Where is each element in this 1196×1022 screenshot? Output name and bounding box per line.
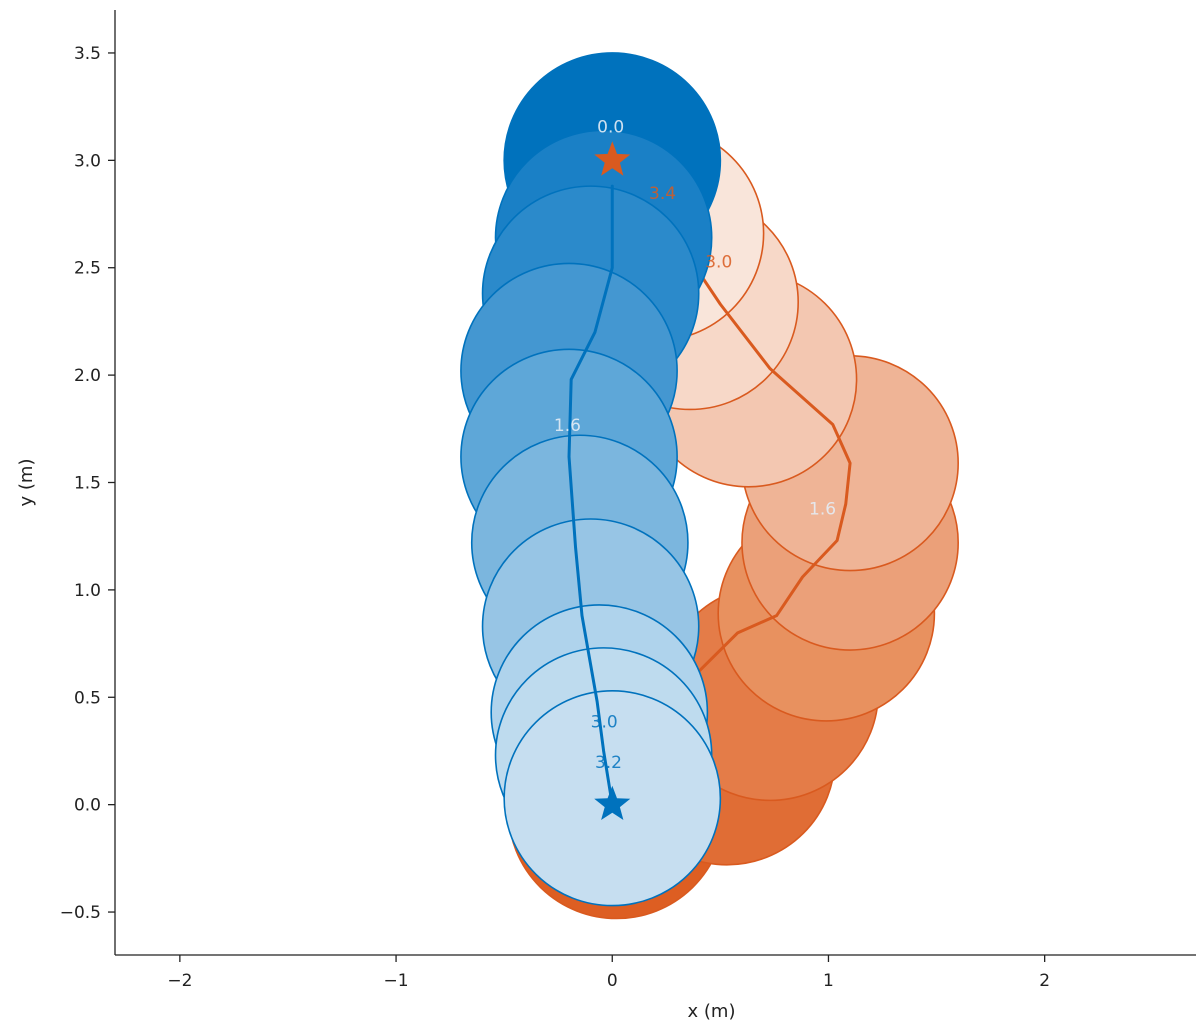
y-ticks: −0.5 0.0 0.5 1.0 1.5 2.0 2.5 3.0 3.5 — [60, 44, 115, 923]
orange-time-label: 3.4 — [649, 184, 676, 204]
blue-time-label: 3.0 — [591, 712, 618, 732]
y-tick-label: 2.0 — [74, 366, 101, 386]
x-tick-label: 1 — [823, 971, 834, 991]
blue-time-label: 3.2 — [595, 753, 622, 773]
axes: −2 −1 0 1 2 −0.5 0.0 0.5 1.0 1.5 2.0 2.5 3.0 3.5 x (… — [16, 10, 1196, 1022]
y-tick-label: −0.5 — [60, 903, 101, 923]
y-tick-label: 0.5 — [74, 688, 101, 708]
blue-star-marker — [594, 785, 631, 820]
plot-area: 3.4 3.0 1.6 0.0 1.6 3.0 3.2 — [460, 52, 959, 920]
blue-time-label: 1.6 — [554, 416, 581, 436]
orange-time-label: 3.0 — [705, 253, 732, 273]
x-tick-label: 2 — [1039, 971, 1050, 991]
x-ticks: −2 −1 0 1 2 — [167, 955, 1050, 991]
y-tick-label: 0.0 — [74, 796, 101, 816]
y-tick-label: 1.5 — [74, 474, 101, 494]
y-tick-label: 3.5 — [74, 44, 101, 64]
y-axis-label: y (m) — [16, 459, 37, 507]
y-tick-label: 2.5 — [74, 259, 101, 279]
x-tick-label: −1 — [384, 971, 409, 991]
orange-star-marker — [594, 141, 631, 176]
orange-time-label: 1.6 — [809, 500, 836, 520]
y-tick-label: 1.0 — [74, 581, 101, 601]
blue-time-label: 0.0 — [597, 117, 624, 137]
x-tick-label: −2 — [167, 971, 192, 991]
y-tick-label: 3.0 — [74, 151, 101, 171]
x-tick-label: 0 — [607, 971, 618, 991]
blue-series — [460, 52, 722, 907]
x-axis-label: x (m) — [688, 1001, 736, 1022]
blue-trajectory-line — [567, 184, 614, 807]
